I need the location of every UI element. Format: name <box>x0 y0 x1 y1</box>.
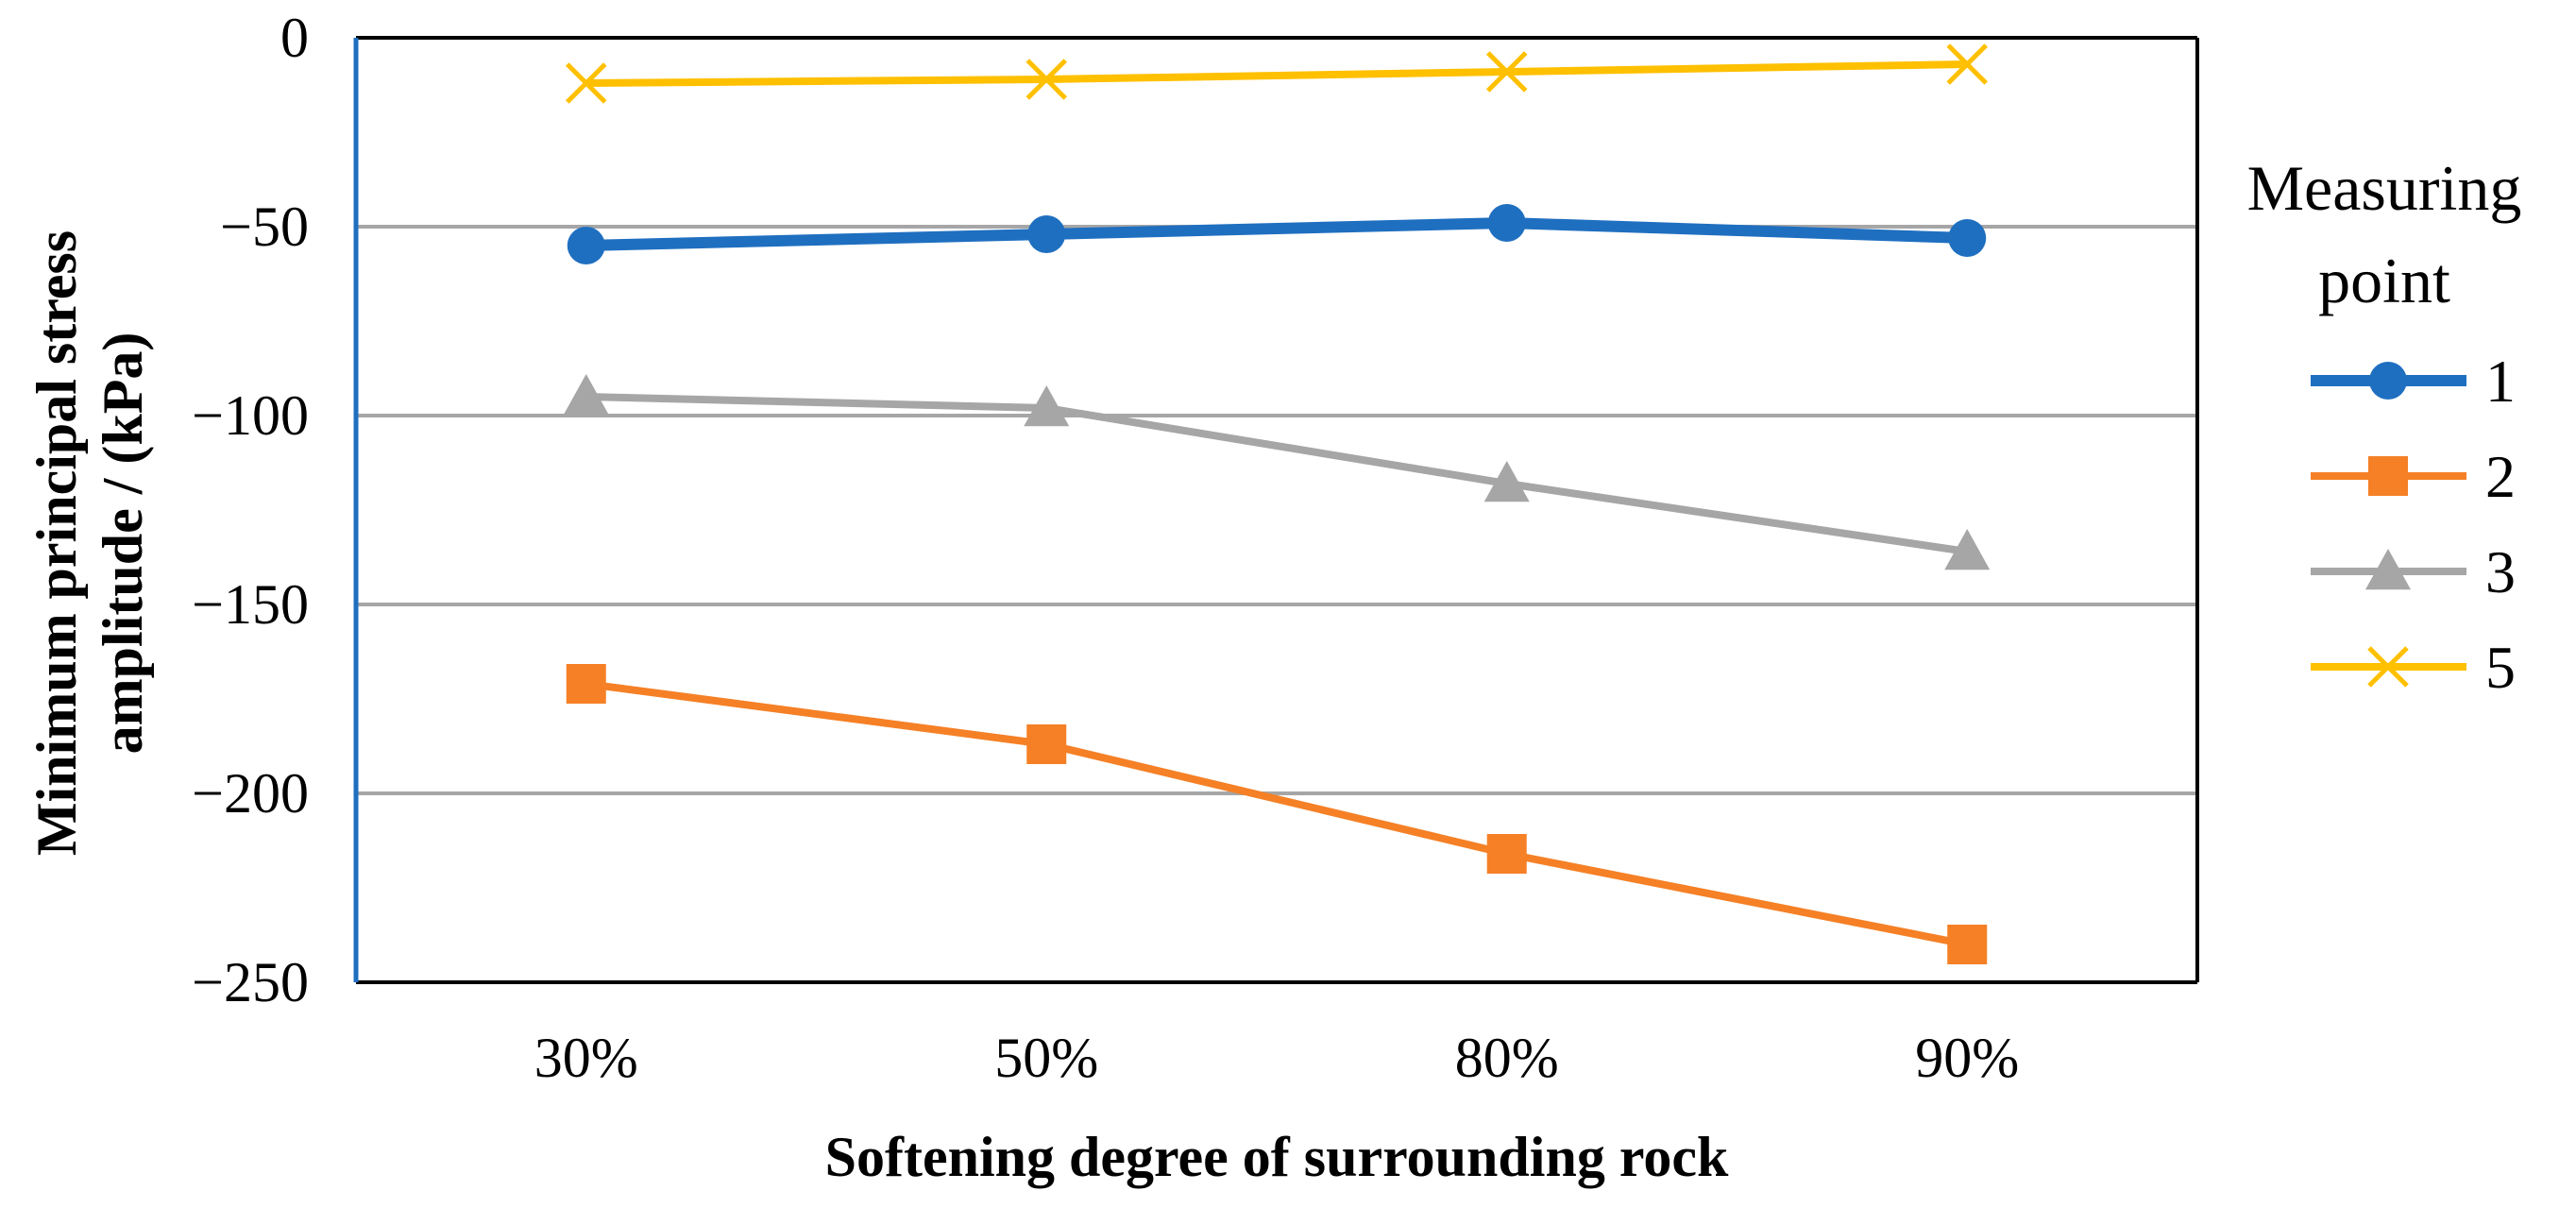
series-1-point-1 <box>1027 215 1066 253</box>
y-tick-label-3: −150 <box>192 573 309 636</box>
x-axis-title: Softening degree of surrounding rock <box>825 1126 1729 1188</box>
legend-item-3: 3 <box>2311 538 2516 605</box>
series-5-point-0 <box>565 62 607 104</box>
y-axis-title-line-1: Minimum principal stress <box>25 230 88 856</box>
x-tick-label-2: 80% <box>1455 1027 1559 1089</box>
series-3-point-1 <box>1024 385 1070 427</box>
legend-label-1: 1 <box>2485 348 2516 415</box>
series-5-point-1 <box>1025 59 1068 100</box>
y-tick-labels: 0 −50 −100 −150 −200 −250 <box>192 7 309 1013</box>
series-2-point-2 <box>1486 834 1527 874</box>
series-2-point-3 <box>1947 925 1988 964</box>
x-tick-label-3: 90% <box>1915 1027 2019 1089</box>
legend-swatch-marker-1 <box>2369 362 2407 400</box>
legend: Measuring point 1 2 3 5 <box>2247 152 2522 701</box>
legend-swatch-marker-2 <box>2368 456 2408 496</box>
x-tick-labels: 30% 50% 80% 90% <box>534 1027 2019 1089</box>
series-group <box>563 43 1991 964</box>
series-5-point-2 <box>1485 51 1528 93</box>
legend-item-5: 5 <box>2311 634 2516 701</box>
series-5-line <box>585 60 1968 87</box>
legend-label-2: 2 <box>2485 443 2516 510</box>
legend-label-5: 5 <box>2485 634 2516 701</box>
legend-label-3: 3 <box>2485 538 2516 605</box>
x-tick-label-1: 50% <box>994 1027 1098 1089</box>
series-3-line <box>585 393 1968 555</box>
series-1-point-0 <box>567 227 605 264</box>
plot-frame <box>353 36 2199 984</box>
series-1-point-2 <box>1487 204 1526 242</box>
legend-swatch-marker-3 <box>2365 549 2411 590</box>
series-5-point-3 <box>1946 43 1989 85</box>
legend-item-2: 2 <box>2311 443 2516 510</box>
series-3-point-3 <box>1944 529 1991 570</box>
series-2-point-0 <box>566 664 606 704</box>
series-2-point-1 <box>1026 724 1067 764</box>
plot-area <box>356 38 2197 982</box>
legend-title-line-1: Measuring <box>2247 152 2522 224</box>
series-1 <box>567 204 1987 264</box>
y-tick-label-0: 0 <box>280 7 309 69</box>
series-2-line <box>585 680 1969 948</box>
legend-swatch-marker-5 <box>2367 646 2409 688</box>
y-axis-title-line-2: amplitude / (kPa) <box>92 332 154 755</box>
legend-item-1: 1 <box>2311 348 2516 415</box>
series-1-line <box>585 217 1968 251</box>
series-3-point-0 <box>563 374 609 416</box>
legend-title-line-2: point <box>2318 245 2450 316</box>
series-5 <box>565 43 1989 104</box>
series-3-point-2 <box>1483 461 1530 502</box>
y-tick-label-5: −250 <box>192 951 309 1013</box>
y-tick-label-1: −50 <box>220 196 309 258</box>
y-tick-label-4: −200 <box>192 762 309 825</box>
series-2 <box>566 664 1988 964</box>
y-tick-label-2: −100 <box>192 384 309 447</box>
series-3 <box>563 374 1991 570</box>
x-tick-label-0: 30% <box>534 1027 638 1089</box>
series-1-point-3 <box>1948 219 1987 257</box>
legend-items: 1 2 3 5 <box>2311 348 2516 701</box>
